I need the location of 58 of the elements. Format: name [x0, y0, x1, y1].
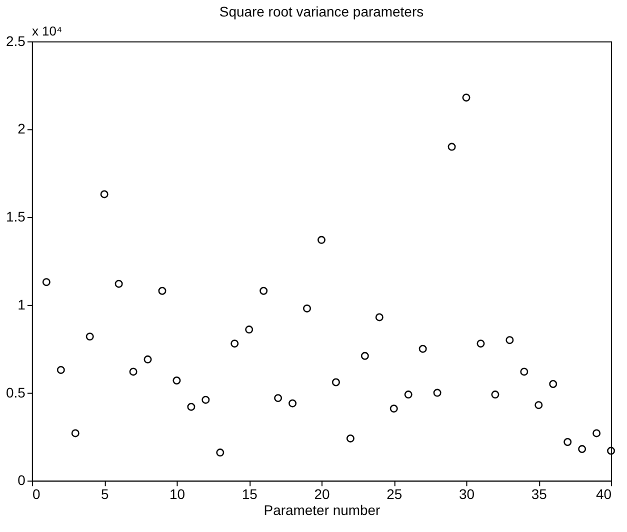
y-tick-label: 2.5 [6, 32, 26, 49]
point [129, 368, 138, 376]
point [418, 344, 427, 353]
point [42, 278, 50, 286]
point [71, 429, 80, 438]
y-tick-label: 1 [18, 296, 26, 312]
point [534, 401, 543, 410]
y-tick-label: 0.5 [6, 384, 26, 400]
point [158, 286, 166, 295]
point [592, 429, 601, 438]
point [288, 399, 297, 408]
point [317, 236, 326, 244]
point [114, 280, 123, 288]
point [607, 446, 616, 455]
y-tick-label: 2 [18, 120, 26, 137]
x-tick-label: 10 [169, 486, 186, 502]
point [144, 355, 152, 364]
x-tick-label: 35 [531, 486, 548, 502]
point [448, 142, 456, 151]
x-tick-label: 5 [100, 486, 109, 502]
point [332, 378, 340, 386]
point [303, 304, 312, 312]
point [86, 332, 94, 341]
chart-title: Square root variance parameters [219, 3, 424, 20]
point [506, 336, 514, 344]
point [100, 190, 108, 198]
point [578, 445, 586, 454]
point [216, 448, 224, 457]
x-tick-label: 0 [32, 486, 40, 502]
point [520, 368, 528, 376]
text: x 10⁴ [32, 23, 62, 38]
x-tick-label: 30 [458, 486, 475, 502]
x-tick-label: 20 [314, 486, 330, 502]
point [433, 388, 442, 397]
point [375, 313, 384, 322]
point [476, 340, 485, 348]
point [390, 404, 398, 413]
point [491, 390, 500, 399]
x-tick-label: 40 [596, 486, 612, 502]
x-axis-title: Parameter number [264, 502, 381, 518]
point [549, 380, 558, 388]
point [346, 434, 354, 442]
point [274, 394, 282, 402]
point [462, 94, 470, 102]
x-tick-label: 25 [386, 486, 402, 502]
point [404, 390, 412, 399]
point [260, 286, 268, 295]
point [564, 438, 572, 446]
point [202, 396, 210, 404]
point [245, 326, 254, 334]
y-tick-label: 1.5 [6, 208, 26, 225]
point [360, 352, 369, 360]
x-tick-label: 15 [242, 486, 258, 502]
point [187, 402, 196, 411]
point [172, 376, 181, 384]
y-tick-label: 0 [18, 472, 26, 488]
point [230, 340, 239, 348]
point [56, 366, 65, 374]
